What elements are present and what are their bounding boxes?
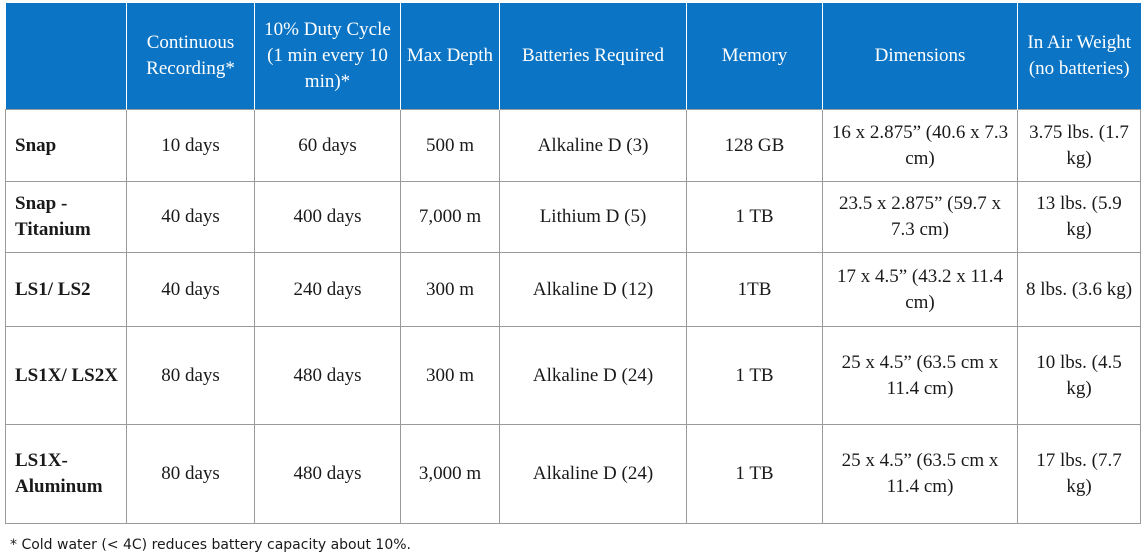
dimensions-cell: 25 x 4.5” (63.5 cm x 11.4 cm) <box>822 326 1018 425</box>
duty-cycle-cell: 480 days <box>254 424 401 524</box>
header-weight: In Air Weight (no batteries) <box>1017 3 1141 110</box>
model-cell: LS1X/ LS2X <box>5 326 127 425</box>
specifications-table: Continuous Recording* 10% Duty Cycle (1 … <box>5 3 1141 524</box>
table-row: Snap - Titanium 40 days 400 days 7,000 m… <box>5 181 1141 253</box>
dimensions-cell: 17 x 4.5” (43.2 x 11.4 cm) <box>822 252 1018 327</box>
max-depth-cell: 3,000 m <box>400 424 500 524</box>
duty-cycle-cell: 400 days <box>254 181 401 253</box>
model-cell: Snap <box>5 109 127 182</box>
weight-cell: 8 lbs. (3.6 kg) <box>1017 252 1141 327</box>
header-duty-cycle: 10% Duty Cycle (1 min every 10 min)* <box>254 3 401 110</box>
continuous-recording-cell: 40 days <box>126 252 255 327</box>
duty-cycle-cell: 60 days <box>254 109 401 182</box>
weight-cell: 10 lbs. (4.5 kg) <box>1017 326 1141 425</box>
table-row: LS1X/ LS2X 80 days 480 days 300 m Alkali… <box>5 326 1141 425</box>
continuous-recording-cell: 80 days <box>126 424 255 524</box>
memory-cell: 1 TB <box>686 181 823 253</box>
max-depth-cell: 300 m <box>400 326 500 425</box>
max-depth-cell: 500 m <box>400 109 500 182</box>
header-dimensions: Dimensions <box>822 3 1018 110</box>
header-memory: Memory <box>686 3 823 110</box>
weight-cell: 3.75 lbs. (1.7 kg) <box>1017 109 1141 182</box>
batteries-cell: Lithium D (5) <box>499 181 687 253</box>
model-cell: LS1/ LS2 <box>5 252 127 327</box>
table-row: Snap 10 days 60 days 500 m Alkaline D (3… <box>5 109 1141 182</box>
duty-cycle-cell: 240 days <box>254 252 401 327</box>
duty-cycle-cell: 480 days <box>254 326 401 425</box>
continuous-recording-cell: 40 days <box>126 181 255 253</box>
memory-cell: 1TB <box>686 252 823 327</box>
batteries-cell: Alkaline D (12) <box>499 252 687 327</box>
continuous-recording-cell: 10 days <box>126 109 255 182</box>
model-cell: LS1X- Aluminum <box>5 424 127 524</box>
batteries-cell: Alkaline D (24) <box>499 326 687 425</box>
batteries-cell: Alkaline D (3) <box>499 109 687 182</box>
weight-cell: 17 lbs. (7.7 kg) <box>1017 424 1141 524</box>
table-row: LS1/ LS2 40 days 240 days 300 m Alkaline… <box>5 252 1141 327</box>
weight-cell: 13 lbs. (5.9 kg) <box>1017 181 1141 253</box>
memory-cell: 1 TB <box>686 424 823 524</box>
batteries-cell: Alkaline D (24) <box>499 424 687 524</box>
memory-cell: 128 GB <box>686 109 823 182</box>
dimensions-cell: 25 x 4.5” (63.5 cm x 11.4 cm) <box>822 424 1018 524</box>
header-model <box>5 3 127 110</box>
max-depth-cell: 300 m <box>400 252 500 327</box>
dimensions-cell: 23.5 x 2.875” (59.7 x 7.3 cm) <box>822 181 1018 253</box>
continuous-recording-cell: 80 days <box>126 326 255 425</box>
header-row: Continuous Recording* 10% Duty Cycle (1 … <box>5 3 1141 110</box>
footnote: * Cold water (< 4C) reduces battery capa… <box>10 537 411 553</box>
table-row: LS1X- Aluminum 80 days 480 days 3,000 m … <box>5 424 1141 524</box>
model-cell: Snap - Titanium <box>5 181 127 253</box>
header-batteries: Batteries Required <box>499 3 687 110</box>
header-max-depth: Max Depth <box>400 3 500 110</box>
dimensions-cell: 16 x 2.875” (40.6 x 7.3 cm) <box>822 109 1018 182</box>
memory-cell: 1 TB <box>686 326 823 425</box>
max-depth-cell: 7,000 m <box>400 181 500 253</box>
header-continuous-recording: Continuous Recording* <box>126 3 255 110</box>
